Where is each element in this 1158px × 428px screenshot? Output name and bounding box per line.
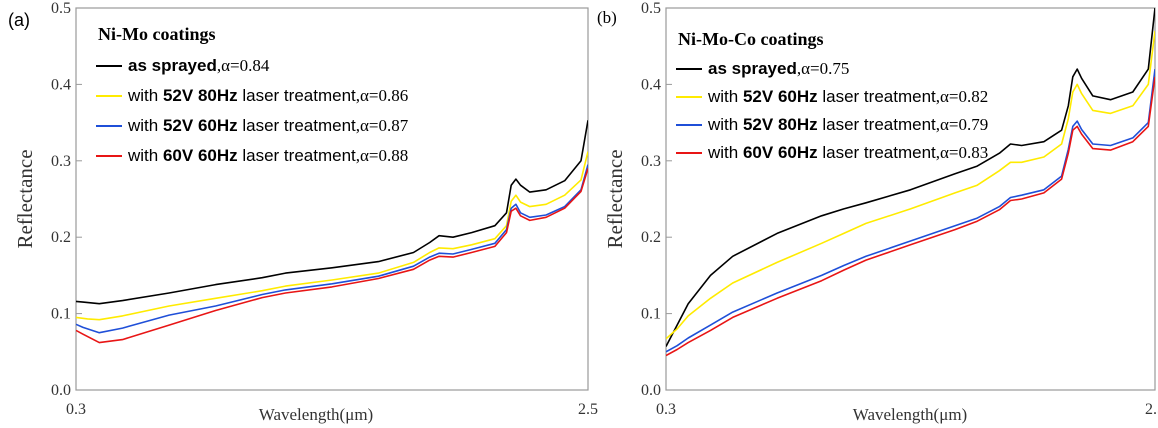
series-line-4 [666,76,1155,357]
legend-entry: with 60V 60Hz laser treatment,α=0.83 [707,143,988,162]
series-group [76,120,588,344]
legend: Ni-Mo coatings as sprayed,α=0.84 with 52V … [96,24,409,165]
x-axis-label: Wavelength(μm) [853,405,967,424]
chart-panel-b: (b) 0.0 0.1 0.2 0.3 0.4 0.5 0.3 2.5 Wavelength(μm… [597,0,1158,424]
series-line-3 [76,164,588,334]
y-tick-label: 0.3 [641,153,661,170]
panel-label: (b) [597,8,617,27]
legend-entry: as sprayed,α=0.75 [708,59,849,78]
y-tick-label: 0.5 [51,0,71,17]
legend-entry: with 52V 80Hz laser treatment,α=0.79 [707,115,988,134]
y-tick-label: 0.3 [51,153,71,170]
legend-entry: with 52V 80Hz laser treatment,α=0.86 [127,86,408,105]
series-line-1 [76,120,588,305]
legend: Ni-Mo-Co coatings as sprayed,α=0.75 with 5… [676,29,988,162]
x-tick-label: 2.5 [578,401,598,418]
x-tick-label: 0.3 [66,401,86,418]
y-axis-label: Reflectance [603,149,627,248]
x-axis-label: Wavelength(μm) [259,405,373,424]
y-axis-label: Reflectance [13,149,37,248]
chart-panel-a: (a) 0.0 0.1 0.2 0.3 0.4 0.5 0.3 2.5 Wavelength(μm… [8,0,598,424]
legend-title: Ni-Mo coatings [98,24,215,44]
y-tick-label: 0.0 [51,382,71,399]
series-line-2 [666,30,1155,340]
y-tick-label: 0.4 [51,76,71,93]
series-group [666,8,1155,357]
legend-title: Ni-Mo-Co coatings [678,29,823,49]
y-tick-label: 0.0 [641,382,661,399]
y-tick-label: 0.1 [641,306,661,323]
legend-entry: as sprayed,α=0.84 [128,56,270,75]
legend-entry: with 52V 60Hz laser treatment,α=0.82 [707,87,988,106]
y-tick-label: 0.2 [641,229,661,246]
series-line-1 [666,8,1155,347]
x-tick-label: 2.5 [1145,401,1158,418]
y-tick-label: 0.5 [641,0,661,17]
plot-frame [665,7,1156,391]
plot-frame [75,7,589,391]
legend-entry: with 60V 60Hz laser treatment,α=0.88 [127,146,408,165]
series-line-3 [666,69,1155,353]
x-tick-label: 0.3 [656,401,676,418]
series-line-4 [76,168,588,344]
series-line-2 [76,151,588,321]
y-tick-label: 0.1 [51,306,71,323]
panel-label: (a) [8,10,30,30]
y-tick-label: 0.2 [51,229,71,246]
y-tick-label: 0.4 [641,76,661,93]
legend-entry: with 52V 60Hz laser treatment,α=0.87 [127,116,409,135]
